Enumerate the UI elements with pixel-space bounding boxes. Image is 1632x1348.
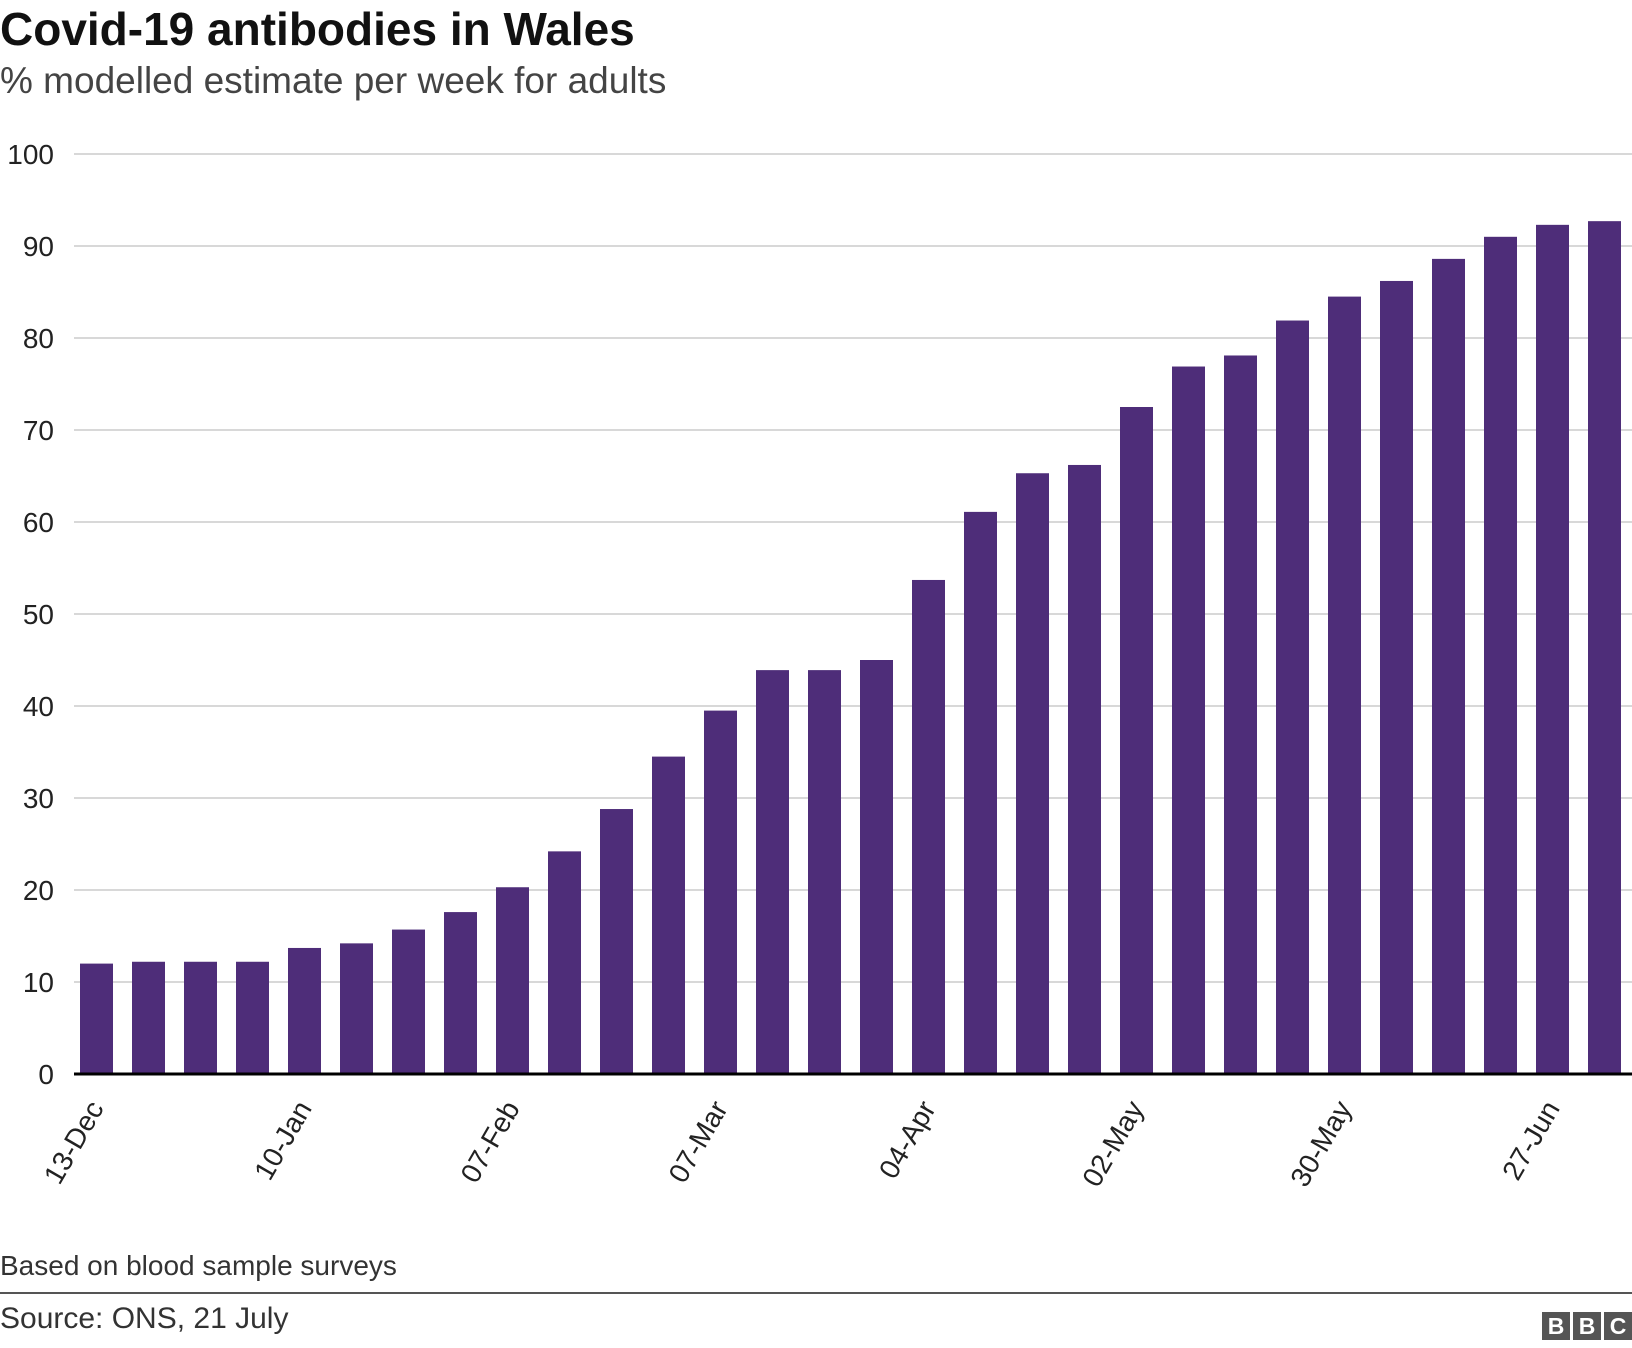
y-tick-label-50: 50 <box>23 599 54 630</box>
bar-07-Feb <box>496 887 529 1074</box>
bar-04-Jul <box>1588 221 1621 1074</box>
bar-24-Jan <box>392 929 425 1074</box>
bar-21-Feb <box>600 809 633 1074</box>
x-tick-label-30-May: 30-May <box>1284 1096 1358 1192</box>
bar-chart: 0 10 20 30 40 50 60 70 80 90 100 13-Dec 10-Jan 07-Fe… <box>7 139 1632 1192</box>
bar-30-May <box>1328 296 1361 1075</box>
bar-20-Dec <box>132 961 165 1074</box>
bar-18-Apr <box>1016 473 1049 1074</box>
gridlines <box>74 153 1632 983</box>
bar-28-Mar <box>860 660 893 1074</box>
x-tick-label-04-Apr: 04-Apr <box>873 1096 942 1184</box>
y-tick-label-80: 80 <box>23 323 54 354</box>
x-tick-label-10-Jan: 10-Jan <box>248 1096 318 1186</box>
bar-13-Dec <box>80 963 113 1074</box>
bar-10-Jan <box>288 947 321 1074</box>
bar-31-Jan <box>444 912 477 1074</box>
y-tick-label-20: 20 <box>23 875 54 906</box>
bbc-logo-letter-3: C <box>1604 1312 1632 1340</box>
bar-03-Jan <box>236 961 269 1074</box>
bbc-logo-letter-1: B <box>1542 1312 1570 1340</box>
bar-09-May <box>1172 366 1205 1074</box>
bar-11-Apr <box>964 511 997 1074</box>
x-tick-label-02-May: 02-May <box>1076 1096 1150 1192</box>
y-tick-label-90: 90 <box>23 231 54 262</box>
y-tick-label-30: 30 <box>23 783 54 814</box>
y-tick-label-10: 10 <box>23 967 54 998</box>
y-tick-label-60: 60 <box>23 507 54 538</box>
x-tick-label-07-Mar: 07-Mar <box>662 1096 733 1188</box>
bbc-logo-letter-2: B <box>1573 1312 1601 1340</box>
x-tick-label-27-Jun: 27-Jun <box>1496 1096 1566 1186</box>
y-axis-ticks: 0 10 20 30 40 50 60 70 80 90 100 <box>7 139 54 1090</box>
bar-25-Apr <box>1068 464 1101 1075</box>
bar-20-Jun <box>1484 236 1517 1075</box>
bar-17-Jan <box>340 943 373 1074</box>
bar-14-Feb <box>548 851 581 1074</box>
bar-16-May <box>1224 355 1257 1074</box>
y-tick-label-0: 0 <box>38 1059 54 1090</box>
bar-07-Mar <box>704 710 737 1074</box>
bar-21-Mar <box>808 670 841 1074</box>
chart-subtitle: % modelled estimate per week for adults <box>0 60 667 101</box>
bar-13-Jun <box>1432 258 1465 1074</box>
footnote: Based on blood sample surveys <box>0 1250 397 1281</box>
bar-27-Jun <box>1536 224 1569 1075</box>
y-tick-label-40: 40 <box>23 691 54 722</box>
chart-title: Covid-19 antibodies in Wales <box>0 3 635 55</box>
x-axis-ticks: 13-Dec 10-Jan 07-Feb 07-Mar 04-Apr 02-May 30-M… <box>38 1096 1566 1192</box>
bar-28-Feb <box>652 756 685 1074</box>
bbc-logo: B B C <box>1542 1312 1632 1340</box>
y-tick-label-70: 70 <box>23 415 54 446</box>
bars <box>80 221 1621 1075</box>
y-tick-label-100: 100 <box>7 139 54 170</box>
bar-27-Dec <box>184 961 217 1074</box>
bar-02-May <box>1120 407 1153 1074</box>
bar-06-Jun <box>1380 280 1413 1074</box>
bar-14-Mar <box>756 670 789 1074</box>
source-text: Source: ONS, 21 July <box>0 1302 289 1335</box>
x-tick-label-07-Feb: 07-Feb <box>454 1096 525 1188</box>
footer-divider <box>0 1292 1632 1294</box>
x-tick-label-13-Dec: 13-Dec <box>38 1096 110 1190</box>
bar-04-Apr <box>912 579 945 1074</box>
bar-23-May <box>1276 320 1309 1074</box>
